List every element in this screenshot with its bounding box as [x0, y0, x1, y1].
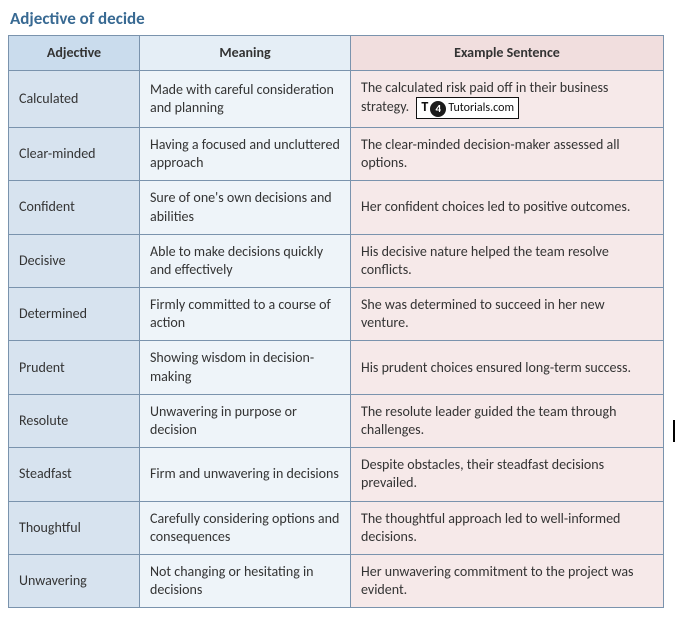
example-text: She was determined to succeed in her new… [361, 296, 605, 331]
example-text: The resolute leader guided the team thro… [361, 403, 616, 438]
cell-example: She was determined to succeed in her new… [351, 288, 664, 341]
example-text: His decisive nature helped the team reso… [361, 243, 609, 278]
page-title: Adjective of decide [10, 8, 669, 29]
cell-meaning: Having a focused and uncluttered approac… [140, 127, 351, 180]
table-row: DeterminedFirmly committed to a course o… [9, 288, 664, 341]
cell-example: The clear-minded decision-maker assessed… [351, 127, 664, 180]
cell-meaning: Not changing or hesitating in decisions [140, 554, 351, 607]
table-row: CalculatedMade with careful consideratio… [9, 71, 664, 128]
watermark-circle-icon: 4 [430, 101, 446, 117]
col-header-example: Example Sentence [351, 36, 664, 71]
adjective-table: Adjective Meaning Example Sentence Calcu… [8, 35, 664, 608]
cell-adjective: Resolute [9, 394, 140, 447]
watermark-badge: T4Tutorials.com [416, 97, 519, 119]
cell-adjective: Clear-minded [9, 127, 140, 180]
cell-example: Her confident choices led to positive ou… [351, 181, 664, 234]
cell-example: The calculated risk paid off in their bu… [351, 71, 664, 128]
example-text: His prudent choices ensured long-term su… [361, 359, 631, 376]
cell-adjective: Decisive [9, 234, 140, 287]
table-row: Clear-mindedHaving a focused and unclutt… [9, 127, 664, 180]
example-text: Her confident choices led to positive ou… [361, 198, 630, 215]
cell-adjective: Confident [9, 181, 140, 234]
watermark-suffix: Tutorials.com [448, 101, 514, 115]
table-row: SteadfastFirm and unwavering in decision… [9, 448, 664, 501]
table-row: UnwaveringNot changing or hesitating in … [9, 554, 664, 607]
cell-adjective: Determined [9, 288, 140, 341]
example-text: Her unwavering commitment to the project… [361, 563, 634, 598]
cell-example: Despite obstacles, their steadfast decis… [351, 448, 664, 501]
table-row: DecisiveAble to make decisions quickly a… [9, 234, 664, 287]
example-text: The clear-minded decision-maker assessed… [361, 136, 620, 171]
cell-example: The resolute leader guided the team thro… [351, 394, 664, 447]
example-text: Despite obstacles, their steadfast decis… [361, 456, 604, 491]
cell-example: Her unwavering commitment to the project… [351, 554, 664, 607]
cell-adjective: Steadfast [9, 448, 140, 501]
cell-example: His decisive nature helped the team reso… [351, 234, 664, 287]
cell-meaning: Firm and unwavering in decisions [140, 448, 351, 501]
table-row: ResoluteUnwavering in purpose or decisio… [9, 394, 664, 447]
table-header-row: Adjective Meaning Example Sentence [9, 36, 664, 71]
col-header-adjective: Adjective [9, 36, 140, 71]
cell-meaning: Showing wisdom in decision-making [140, 341, 351, 394]
text-cursor [673, 420, 675, 442]
cell-example: The thoughtful approach led to well-info… [351, 501, 664, 554]
example-text: The thoughtful approach led to well-info… [361, 510, 620, 545]
table-row: PrudentShowing wisdom in decision-making… [9, 341, 664, 394]
col-header-meaning: Meaning [140, 36, 351, 71]
cell-adjective: Prudent [9, 341, 140, 394]
cell-example: His prudent choices ensured long-term su… [351, 341, 664, 394]
cell-meaning: Carefully considering options and conseq… [140, 501, 351, 554]
cell-meaning: Made with careful consideration and plan… [140, 71, 351, 128]
cell-adjective: Thoughtful [9, 501, 140, 554]
cell-meaning: Able to make decisions quickly and effec… [140, 234, 351, 287]
cell-adjective: Unwavering [9, 554, 140, 607]
cell-meaning: Sure of one's own decisions and abilitie… [140, 181, 351, 234]
table-row: ConfidentSure of one's own decisions and… [9, 181, 664, 234]
cell-meaning: Unwavering in purpose or decision [140, 394, 351, 447]
table-row: ThoughtfulCarefully considering options … [9, 501, 664, 554]
watermark-prefix: T [421, 98, 428, 115]
cell-adjective: Calculated [9, 71, 140, 128]
cell-meaning: Firmly committed to a course of action [140, 288, 351, 341]
